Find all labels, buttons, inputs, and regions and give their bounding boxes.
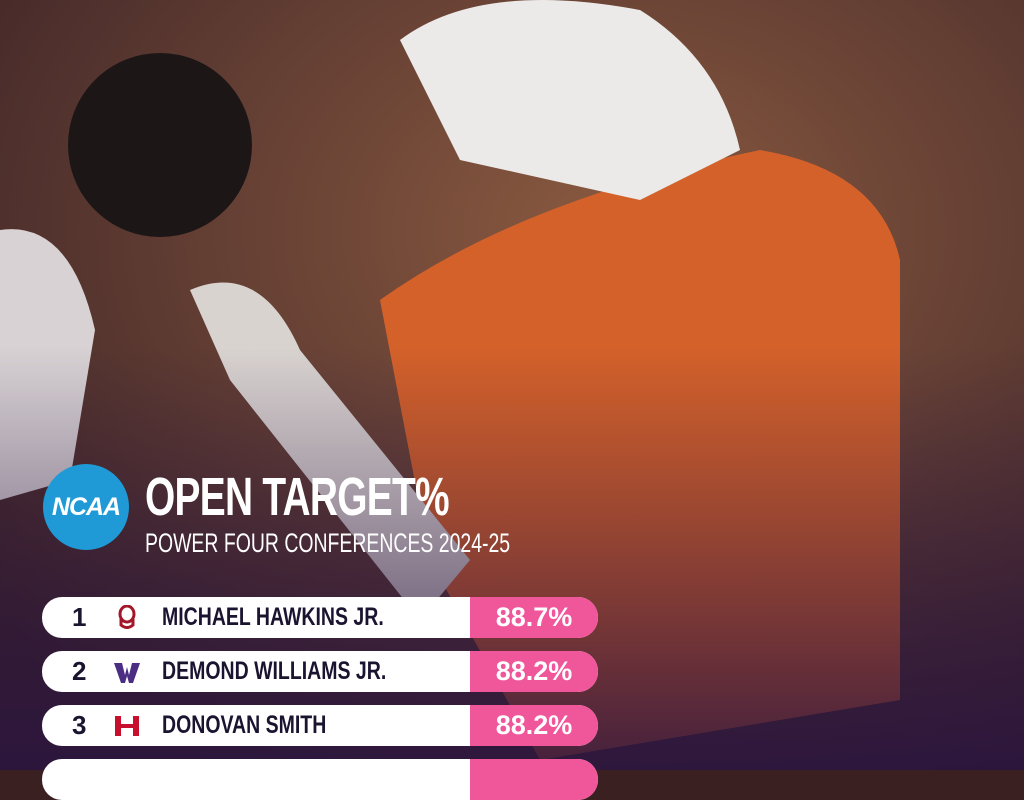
value-cell: 88.2% bbox=[470, 705, 598, 746]
rank: 1 bbox=[72, 602, 87, 632]
player-name: DEMOND WILLIAMS JR. bbox=[162, 657, 387, 685]
subtitle: POWER FOUR CONFERENCES 2024-25 bbox=[145, 528, 511, 558]
table-row: 1 MICHAEL HAWKINS JR. 88.7% bbox=[42, 597, 598, 638]
rank: 2 bbox=[72, 656, 87, 686]
row-cut-off bbox=[42, 759, 598, 800]
rank: 3 bbox=[72, 710, 87, 740]
ncaa-logo: NCAA bbox=[43, 464, 129, 550]
team-logo bbox=[118, 605, 136, 629]
background-photo bbox=[0, 0, 1024, 770]
team-logo bbox=[114, 663, 140, 683]
value-cell: 88.7% bbox=[470, 597, 598, 638]
player-name: DONOVAN SMITH bbox=[162, 711, 327, 739]
value-cell: 88.2% bbox=[470, 651, 598, 692]
table-row: 3 DONOVAN SMITH 88.2% bbox=[42, 705, 598, 746]
title: OPEN TARGET% bbox=[145, 467, 450, 527]
table-row: 2 DEMOND WILLIAMS JR. 88.2% bbox=[42, 651, 598, 692]
player-name: MICHAEL HAWKINS JR. bbox=[162, 603, 384, 631]
team-logo bbox=[115, 716, 139, 736]
value-cell bbox=[470, 759, 598, 800]
